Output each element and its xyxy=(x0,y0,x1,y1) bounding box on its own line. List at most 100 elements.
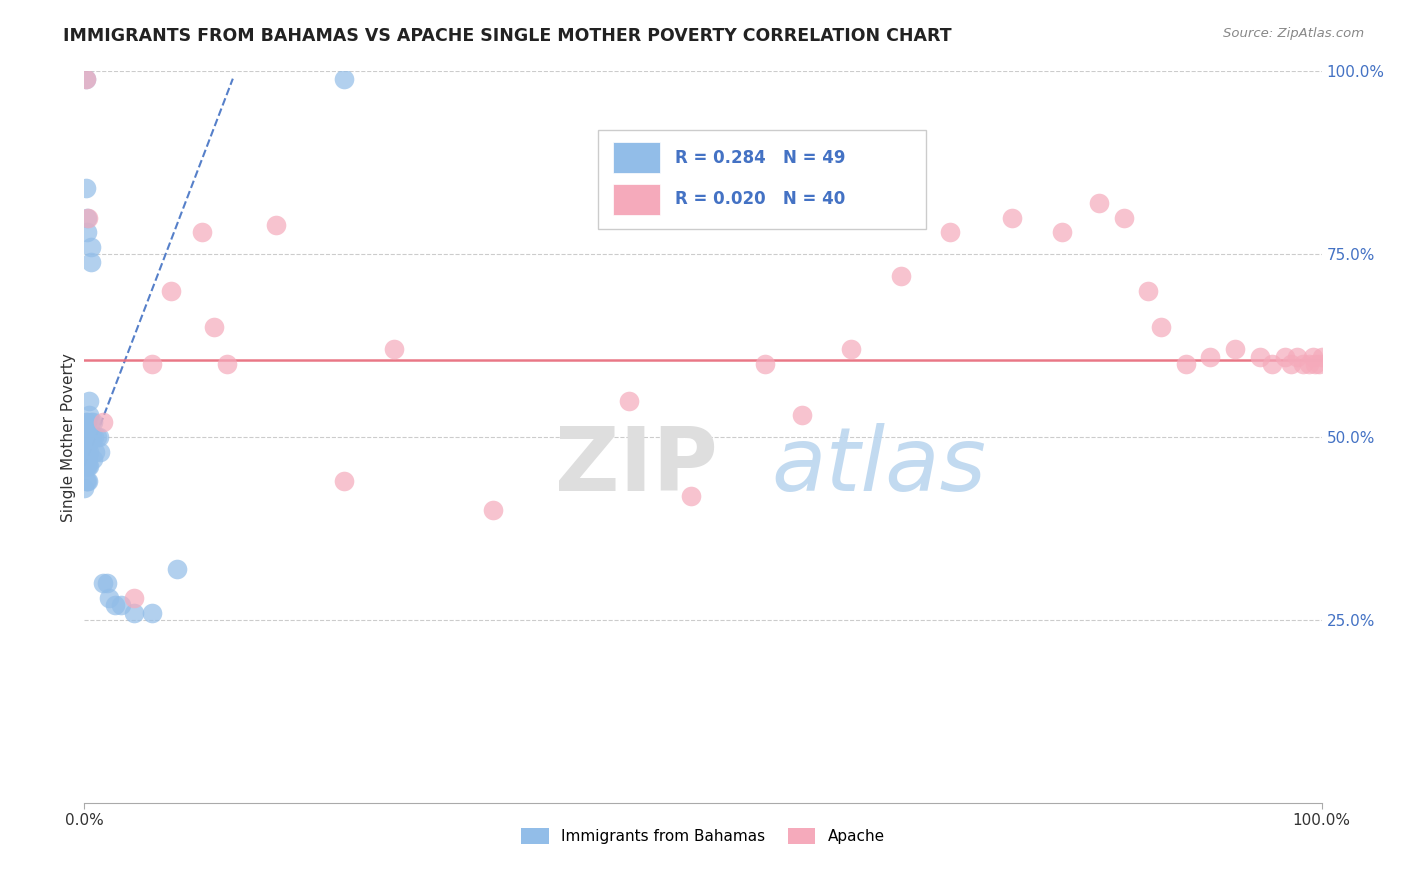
Point xyxy=(1308,357,1330,371)
Point xyxy=(75,71,97,86)
Point xyxy=(75,444,97,458)
Text: IMMIGRANTS FROM BAHAMAS VS APACHE SINGLE MOTHER POVERTY CORRELATION CHART: IMMIGRANTS FROM BAHAMAS VS APACHE SINGLE… xyxy=(63,27,952,45)
Point xyxy=(481,503,503,517)
Point xyxy=(1050,225,1073,239)
Point xyxy=(86,430,108,444)
Point xyxy=(1137,284,1160,298)
Point xyxy=(1261,357,1284,371)
Point xyxy=(264,218,287,232)
Point xyxy=(75,181,97,195)
Point xyxy=(1088,196,1111,211)
Point xyxy=(1305,357,1327,371)
Point xyxy=(166,562,188,576)
Point xyxy=(1302,350,1324,364)
Text: Source: ZipAtlas.com: Source: ZipAtlas.com xyxy=(1223,27,1364,40)
Y-axis label: Single Mother Poverty: Single Mother Poverty xyxy=(60,352,76,522)
Text: R = 0.020   N = 40: R = 0.020 N = 40 xyxy=(675,190,845,209)
Point xyxy=(76,211,98,225)
Point xyxy=(890,269,912,284)
Point xyxy=(77,452,100,467)
Point xyxy=(141,606,163,620)
Point xyxy=(1292,357,1315,371)
Point xyxy=(215,357,238,371)
Point xyxy=(1223,343,1246,357)
Point xyxy=(76,444,98,458)
Point xyxy=(76,430,98,444)
Point xyxy=(790,408,813,422)
FancyBboxPatch shape xyxy=(598,130,925,228)
Point xyxy=(83,430,105,444)
Point xyxy=(104,599,127,613)
Point xyxy=(76,437,98,451)
Point xyxy=(79,430,101,444)
Point xyxy=(82,452,104,467)
Point xyxy=(79,408,101,422)
Point xyxy=(1298,357,1320,371)
Point xyxy=(1150,320,1173,334)
Point xyxy=(1279,357,1302,371)
Text: atlas: atlas xyxy=(770,424,986,509)
Point xyxy=(333,474,356,488)
Point xyxy=(75,416,97,430)
Point xyxy=(79,240,101,254)
Point xyxy=(77,459,100,474)
Point xyxy=(79,430,101,444)
Point xyxy=(1174,357,1197,371)
Point xyxy=(82,416,104,430)
Point xyxy=(75,430,97,444)
Point xyxy=(80,430,103,444)
Point xyxy=(110,599,132,613)
Point xyxy=(160,284,183,298)
Point xyxy=(754,357,776,371)
Point xyxy=(75,474,97,488)
Point xyxy=(73,459,96,474)
Point xyxy=(79,416,101,430)
Point xyxy=(89,430,111,444)
Point xyxy=(76,416,98,430)
Point xyxy=(77,437,100,451)
Point xyxy=(1001,211,1024,225)
Point xyxy=(79,444,101,458)
Point xyxy=(79,393,101,408)
Point xyxy=(84,444,107,458)
Point xyxy=(679,489,702,503)
Point xyxy=(77,430,100,444)
Point xyxy=(79,459,101,474)
Point xyxy=(1112,211,1135,225)
Legend: Immigrants from Bahamas, Apache: Immigrants from Bahamas, Apache xyxy=(515,822,891,850)
Point xyxy=(75,452,97,467)
Point xyxy=(141,357,163,371)
Point xyxy=(89,444,111,458)
Point xyxy=(841,343,863,357)
FancyBboxPatch shape xyxy=(613,184,659,215)
Point xyxy=(79,254,101,268)
Point xyxy=(76,474,98,488)
Point xyxy=(122,591,145,605)
Point xyxy=(617,393,640,408)
Point xyxy=(75,459,97,474)
Point xyxy=(122,606,145,620)
Point xyxy=(1199,350,1222,364)
Point xyxy=(77,474,100,488)
Point xyxy=(382,343,405,357)
Point xyxy=(1274,350,1296,364)
Point xyxy=(91,576,114,591)
Text: R = 0.284   N = 49: R = 0.284 N = 49 xyxy=(675,149,845,167)
Point xyxy=(73,481,96,495)
Point xyxy=(1310,350,1333,364)
Point xyxy=(1285,350,1308,364)
Point xyxy=(75,71,97,86)
Point xyxy=(76,459,98,474)
Point xyxy=(1249,350,1271,364)
Point xyxy=(77,211,100,225)
Point xyxy=(202,320,225,334)
Point xyxy=(939,225,962,239)
Point xyxy=(98,591,121,605)
Point xyxy=(76,225,98,239)
Point xyxy=(91,416,114,430)
Point xyxy=(191,225,214,239)
Text: ZIP: ZIP xyxy=(554,423,717,510)
FancyBboxPatch shape xyxy=(613,143,659,173)
Point xyxy=(96,576,118,591)
Point xyxy=(333,71,356,86)
